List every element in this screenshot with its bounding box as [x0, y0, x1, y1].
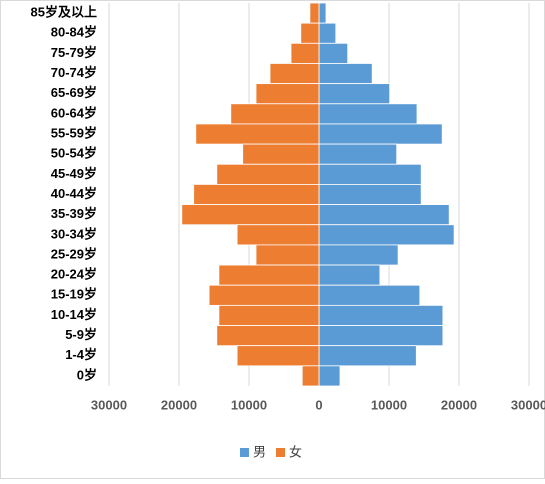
- y-tick-label: 50-54岁: [51, 146, 97, 161]
- y-tick-label: 5-9岁: [65, 327, 97, 342]
- legend-label: 男: [253, 444, 266, 459]
- bar: [255, 83, 320, 105]
- bar: [318, 2, 327, 24]
- y-tick-label: 45-49岁: [51, 166, 97, 181]
- bar: [318, 284, 421, 306]
- legend-swatch: [240, 448, 249, 457]
- bar: [318, 325, 444, 347]
- y-tick-label: 0岁: [77, 367, 97, 382]
- y-tick-label: 30-34岁: [51, 226, 97, 241]
- x-tick-label: 20000: [441, 397, 477, 412]
- y-tick-label: 25-29岁: [51, 246, 97, 261]
- legend-swatch: [276, 448, 285, 457]
- bar: [242, 143, 320, 165]
- bar: [318, 83, 391, 105]
- bar: [318, 63, 373, 85]
- bar: [318, 22, 337, 44]
- bar: [181, 204, 320, 226]
- bar: [318, 103, 418, 125]
- y-tick-label: 40-44岁: [51, 186, 97, 201]
- bar: [318, 345, 417, 367]
- bar: [318, 224, 455, 246]
- bar: [269, 63, 320, 85]
- bar: [208, 284, 320, 306]
- bar: [318, 184, 422, 205]
- y-tick-label: 55-59岁: [51, 125, 97, 140]
- bar: [318, 143, 398, 165]
- bar: [218, 264, 320, 286]
- bar: [318, 163, 422, 185]
- bar: [318, 365, 341, 387]
- x-tick-label: 30000: [91, 397, 127, 412]
- bar: [318, 204, 450, 226]
- bar: [318, 42, 349, 64]
- x-tick-label: 10000: [231, 397, 267, 412]
- legend-label: 女: [289, 444, 302, 459]
- y-tick-label: 85岁及以上: [31, 5, 97, 20]
- bar: [193, 184, 320, 205]
- y-tick-label: 15-19岁: [51, 287, 97, 302]
- y-tick-label: 1-4岁: [65, 347, 97, 362]
- bar: [318, 264, 381, 286]
- bar: [318, 304, 444, 326]
- y-tick-label: 70-74岁: [51, 65, 97, 80]
- y-tick-label: 10-14岁: [51, 307, 97, 322]
- bar: [300, 22, 320, 44]
- bar: [216, 163, 320, 185]
- bar: [230, 103, 320, 125]
- y-tick-label: 65-69岁: [51, 85, 97, 100]
- bar: [318, 244, 399, 266]
- bar: [255, 244, 320, 266]
- bar: [236, 345, 320, 367]
- bar: [216, 325, 320, 347]
- y-tick-label: 20-24岁: [51, 267, 97, 282]
- bar: [309, 2, 320, 24]
- bar: [218, 304, 320, 326]
- bar: [290, 42, 320, 64]
- y-tick-label: 75-79岁: [51, 45, 97, 60]
- x-tick-label: 10000: [371, 397, 407, 412]
- y-tick-label: 60-64岁: [51, 105, 97, 120]
- x-tick-label: 20000: [161, 397, 197, 412]
- y-tick-label: 80-84岁: [51, 25, 97, 40]
- bar: [301, 365, 320, 387]
- bar: [236, 224, 320, 246]
- bar: [195, 123, 320, 145]
- x-tick-label: 30000: [511, 397, 545, 412]
- bar: [318, 123, 443, 145]
- y-tick-label: 35-39岁: [51, 206, 97, 221]
- x-tick-label: 0: [315, 397, 322, 412]
